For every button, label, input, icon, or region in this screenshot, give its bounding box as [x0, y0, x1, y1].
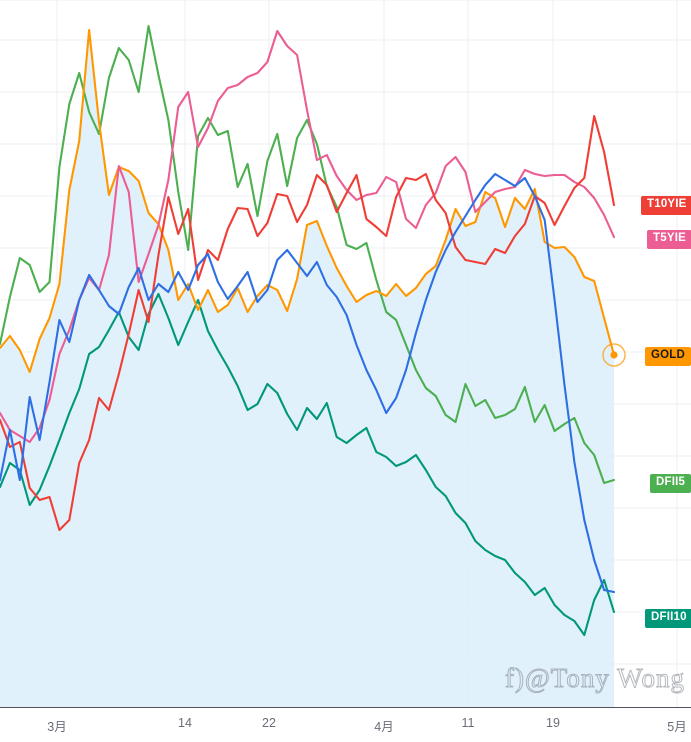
x-axis-tick-label: 14: [178, 716, 192, 730]
series-line-t10yie[interactable]: [0, 114, 616, 532]
series-line-dfii10_blue[interactable]: [0, 172, 616, 594]
x-axis-tick-label: 19: [546, 716, 560, 730]
end-marker-dot-gold: [610, 351, 618, 359]
x-axis-tick-label: 11: [461, 716, 475, 730]
series-end-markers: [602, 343, 626, 367]
legend-badge-t5yie[interactable]: T5YIE: [647, 230, 691, 249]
legend-badge-t10yie[interactable]: T10YIE: [641, 196, 691, 215]
end-marker-halo-gold: [602, 343, 626, 367]
legend-badge-gold[interactable]: GOLD: [645, 347, 691, 366]
x-axis-tick-label: 3月: [47, 720, 67, 734]
x-axis-tick-label: 5月: [667, 720, 687, 734]
series-line-t5yie[interactable]: [0, 29, 616, 444]
legend-badge-dfii5[interactable]: DFII5: [650, 474, 691, 493]
x-axis-tick-label: 22: [262, 716, 276, 730]
series-area-fills: [0, 30, 614, 707]
axis-footer-background: [0, 708, 691, 742]
x-axis-tick-label: 4月: [374, 720, 394, 734]
series-line-gold[interactable]: [0, 28, 616, 374]
x-axis-line: [0, 707, 691, 708]
series-line-dfii10[interactable]: [0, 292, 616, 637]
area-fill-gold: [0, 30, 614, 707]
series-lines: [0, 24, 616, 637]
series-line-dfii5[interactable]: [0, 24, 616, 485]
legend-badge-dfii10[interactable]: DFII10: [645, 609, 691, 628]
